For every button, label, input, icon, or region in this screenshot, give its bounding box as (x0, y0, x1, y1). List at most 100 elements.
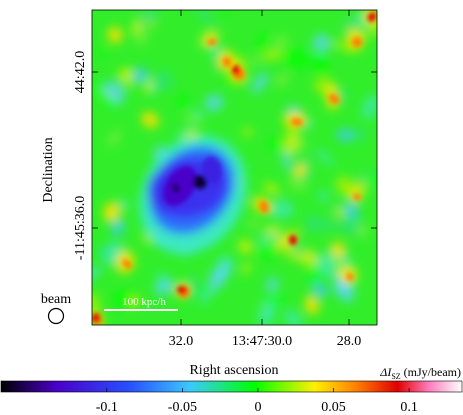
colorbar-tick-label-1: -0.05 (168, 400, 197, 415)
noise-blob (117, 71, 135, 88)
strong-positive-peak-2 (92, 313, 101, 323)
noise-blob (262, 50, 282, 60)
noise-blob (283, 48, 311, 69)
positive-fluctuation-15 (141, 112, 159, 128)
x-tick-label-3: 28.0 (337, 334, 362, 349)
positive-fluctuation-19 (330, 242, 346, 258)
noise-blob (204, 94, 224, 112)
x-tick-label-1: 32.0 (169, 334, 194, 349)
x-tick-label-2: 13:47:30.0 (232, 334, 292, 349)
noise-blob (329, 40, 355, 53)
noise-blob (315, 148, 334, 166)
noise-blob (367, 173, 377, 188)
strong-positive-peak-0 (367, 12, 377, 22)
positive-peak-16 (207, 38, 217, 46)
noise-blob (312, 33, 331, 52)
y-axis-label: Declination (41, 137, 56, 202)
noise-blob (225, 77, 233, 86)
y-tick-label-1: 44:42.0 (73, 51, 88, 93)
noise-blob (130, 296, 140, 307)
positive-peak-12 (353, 193, 361, 201)
positive-fluctuation-9 (304, 295, 320, 315)
positive-fluctuation-7 (277, 229, 299, 251)
noise-blob (238, 239, 253, 254)
noise-blob (258, 300, 276, 325)
noise-blob (362, 94, 377, 120)
strong-positive-peak-4 (288, 235, 298, 245)
noise-blob (182, 114, 204, 123)
noise-blob (356, 223, 368, 238)
noise-blob (248, 217, 258, 231)
positive-peak-2 (351, 36, 363, 48)
positive-peak-8 (346, 273, 354, 281)
noise-blob (268, 137, 283, 152)
noise-blob (112, 290, 135, 309)
noise-blob (258, 237, 282, 259)
colorbar-tick-label-0: -0.1 (96, 400, 118, 415)
noise-blob (106, 129, 122, 147)
noise-blob (284, 128, 298, 157)
beam-label: beam (41, 292, 71, 307)
noise-blob (352, 128, 367, 142)
noise-blob (131, 19, 141, 34)
noise-blob (97, 49, 108, 57)
noise-blob (305, 213, 318, 233)
decrement-lobe (201, 156, 223, 184)
colorbar (0, 380, 463, 393)
noise-blob (217, 262, 231, 283)
noise-blob (194, 10, 216, 26)
noise-blob (199, 287, 214, 305)
decrement-peak-2 (172, 183, 180, 193)
negative-fluctuation-1 (337, 128, 353, 142)
negative-fluctuation-2 (312, 283, 328, 297)
positive-peak-6 (259, 200, 269, 214)
noise-blob (283, 310, 303, 325)
colorbar-ticks: -0.1 -0.05 0 0.05 0.1 (96, 388, 418, 415)
positive-peak-3 (328, 93, 340, 105)
negative-fluctuation-0 (111, 220, 125, 236)
noise-blob (336, 176, 354, 196)
colorbar-tick-label-3: 0.05 (321, 400, 346, 415)
colorbar-tick-label-2: 0 (254, 400, 261, 415)
strong-positive-peak-1 (231, 65, 241, 75)
noise-blob (175, 125, 198, 141)
strong-positive-peak-3 (177, 285, 187, 295)
positive-peak-0 (222, 56, 232, 68)
noise-blob (318, 191, 329, 202)
noise-blob (144, 78, 153, 95)
positive-fluctuation-17 (293, 163, 307, 177)
noise-blob (242, 262, 251, 274)
noise-blob (119, 199, 130, 210)
noise-blob (313, 52, 329, 76)
noise-blob (176, 93, 189, 109)
positive-peak-18 (122, 259, 132, 269)
decrement-peak-1 (193, 175, 207, 189)
positive-fluctuation-5 (107, 26, 123, 44)
x-axis-label: Right ascension (189, 363, 278, 378)
noise-blob (92, 267, 100, 280)
colorbar-tick-label-4: 0.1 (400, 400, 418, 415)
noise-blob (307, 267, 322, 282)
noise-blob (251, 72, 268, 94)
negative-fluctuation-4 (345, 202, 359, 218)
noise-blob (257, 31, 268, 52)
tick-marks (92, 10, 377, 325)
noise-blob (265, 277, 279, 293)
positive-fluctuation-11 (103, 202, 121, 222)
noise-blob (153, 280, 175, 296)
noise-blob (153, 70, 174, 90)
noise-blob (261, 225, 276, 249)
scalebar-label: 100 kpc/h (122, 296, 166, 308)
positive-peak-4 (291, 118, 303, 126)
map-frame (91, 9, 378, 326)
noise-blob (268, 200, 295, 219)
noise-blob (274, 73, 290, 87)
noise-blob (272, 35, 289, 49)
sz-map (92, 10, 377, 325)
y-tick-label-2: -11:45:36.0 (73, 196, 88, 260)
beam-circle (47, 307, 65, 325)
decrement-inner (163, 166, 197, 206)
noise-blob (263, 183, 280, 195)
noise-blob (242, 128, 253, 136)
